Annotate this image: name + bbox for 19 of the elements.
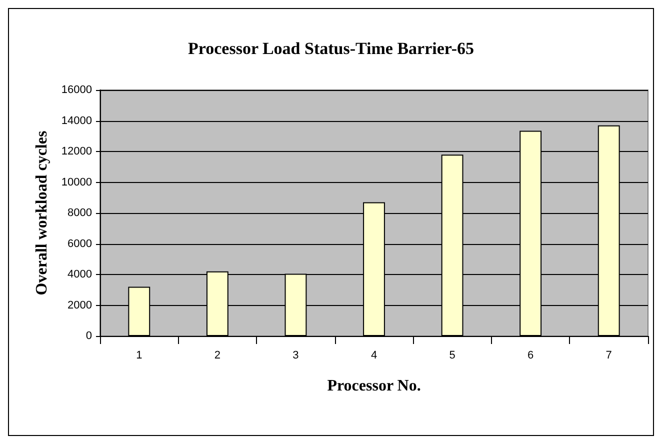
y-tick-label: 12000	[61, 146, 92, 158]
x-tick-label: 5	[449, 350, 456, 362]
y-tick-label: 2000	[68, 299, 92, 312]
y-tick-label: 8000	[68, 207, 92, 219]
x-tick-label: 4	[370, 350, 378, 362]
x-tick-label: 2	[214, 350, 220, 362]
y-tick-label: 0	[86, 330, 92, 342]
y-tick-label: 16000	[61, 84, 92, 96]
y-axis-title: Overall workload cycles	[34, 130, 50, 296]
y-tick-label: 10000	[61, 176, 92, 188]
x-axis-title: Processor No.	[327, 378, 421, 394]
x-tick-label: 7	[606, 350, 612, 362]
x-tick-label: 3	[292, 350, 299, 362]
y-tick-label: 6000	[68, 238, 92, 250]
chart-title: Processor Load Status-Time Barrier-65	[188, 39, 474, 58]
y-tick-label: 4000	[68, 268, 92, 280]
y-tick-label: 14000	[61, 114, 92, 127]
x-tick-label: 6	[528, 350, 534, 362]
x-tick-label: 1	[136, 350, 142, 362]
